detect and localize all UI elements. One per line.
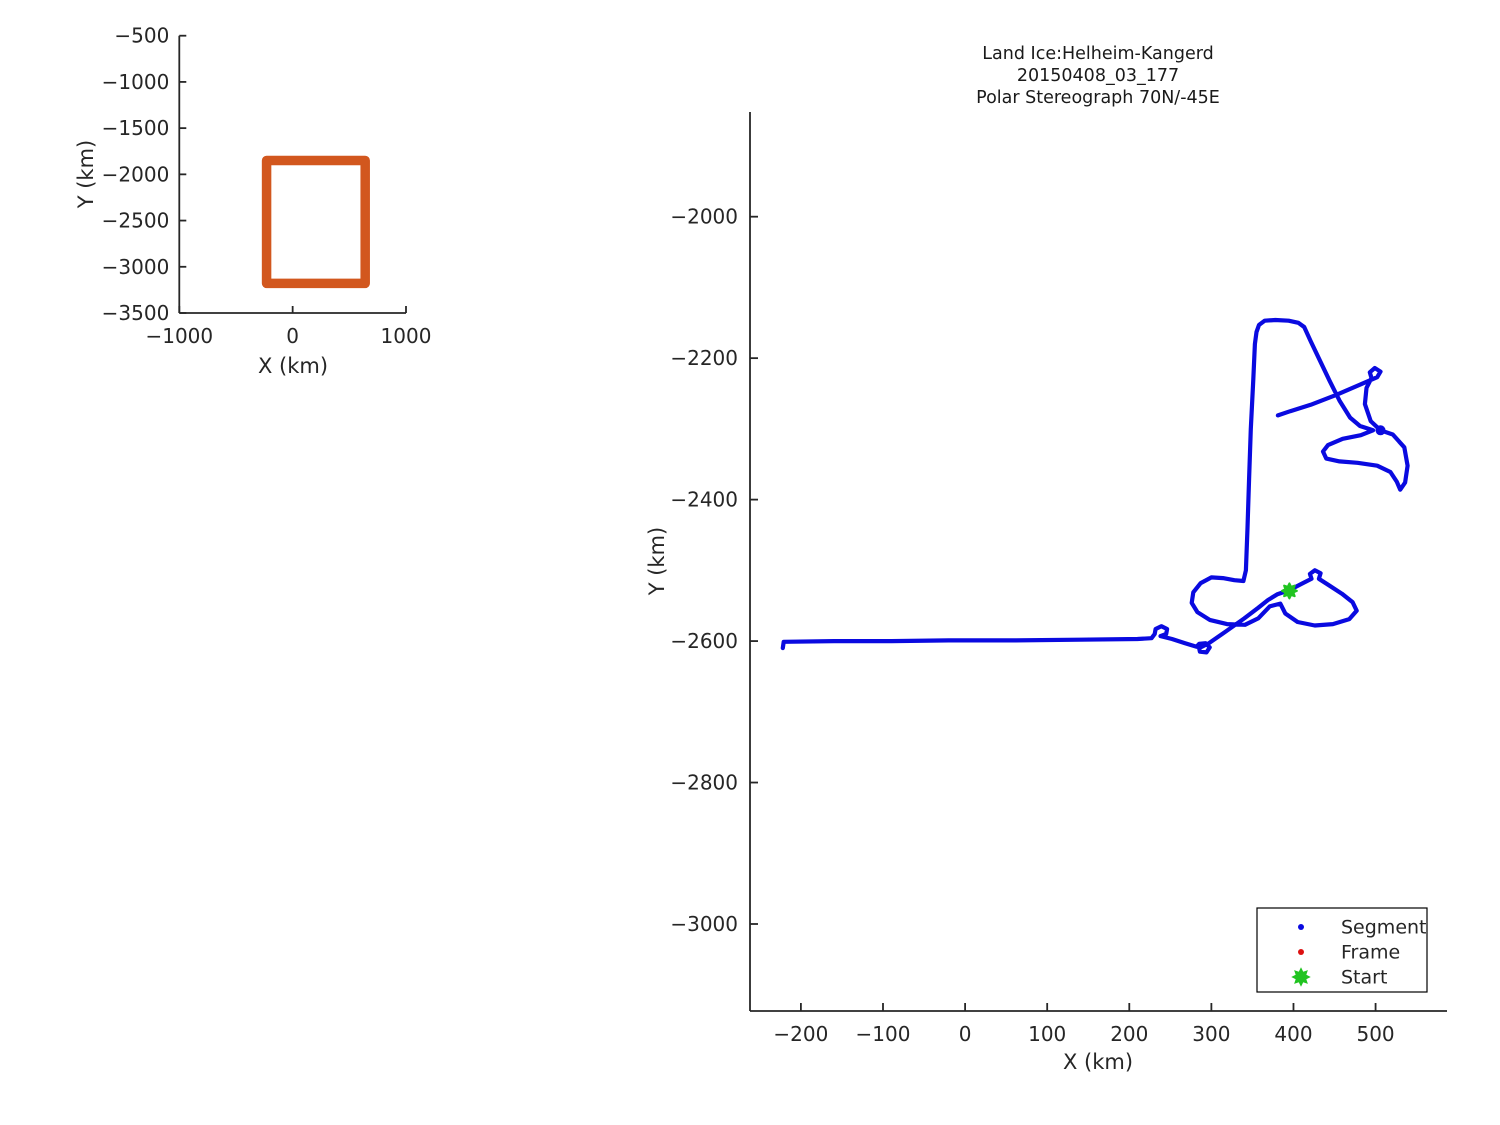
overview-x-tick-label: −1000 xyxy=(145,324,213,348)
legend-start-marker xyxy=(1291,967,1311,987)
legend-entry-label: Segment xyxy=(1341,917,1427,939)
main-x-tick-label: −200 xyxy=(773,1022,828,1046)
overview-yaxis-label: Y (km) xyxy=(74,139,98,209)
overview-y-tick-label: −3500 xyxy=(102,301,170,325)
legend-entry-label: Frame xyxy=(1341,942,1400,964)
main-yaxis-label: Y (km) xyxy=(645,526,669,596)
main-y-tick-label: −2000 xyxy=(670,205,738,229)
title-line-3: Polar Stereograph 70N/-45E xyxy=(976,88,1220,108)
main-x-tick-label: −100 xyxy=(856,1022,911,1046)
overview-x-tick-label: 1000 xyxy=(381,324,432,348)
overview-y-tick-label: −2000 xyxy=(102,162,170,186)
main-y-tick-label: −2200 xyxy=(670,346,738,370)
main-x-tick-label: 200 xyxy=(1110,1022,1148,1046)
legend-entry-label: Start xyxy=(1341,967,1387,989)
segment-track xyxy=(780,317,1410,655)
legend-segment-marker xyxy=(1298,924,1304,930)
title-line-2: 20150408_03_177 xyxy=(1016,66,1180,86)
overview-y-tick-label: −3000 xyxy=(102,255,170,279)
overview-xaxis-label: X (km) xyxy=(257,354,329,378)
overview-y-tick-label: −2500 xyxy=(102,209,170,233)
overview-y-tick-label: −1000 xyxy=(102,70,170,94)
coverage-box xyxy=(261,155,370,289)
title-line-1: Land Ice:Helheim-Kangerd xyxy=(982,44,1214,64)
main-y-tick-label: −2600 xyxy=(670,629,738,653)
overview-y-tick-label: −500 xyxy=(114,24,169,48)
main-plot-title: Land Ice:Helheim-Kangerd 20150408_03_177… xyxy=(898,43,1298,109)
main-x-tick-label: 300 xyxy=(1192,1022,1230,1046)
legend-frame-marker xyxy=(1298,949,1304,955)
main-x-tick-label: 0 xyxy=(959,1022,972,1046)
legend-box xyxy=(1256,907,1428,993)
main-x-tick-label: 400 xyxy=(1274,1022,1312,1046)
main-y-tick-label: −3000 xyxy=(670,912,738,936)
start-marker xyxy=(1280,582,1298,600)
overview-x-tick-label: 0 xyxy=(286,324,299,348)
main-y-tick-label: −2800 xyxy=(670,771,738,795)
main-xaxis-label: X (km) xyxy=(1062,1050,1134,1074)
track-junction-dot xyxy=(1375,425,1386,436)
main-x-tick-label: 100 xyxy=(1028,1022,1066,1046)
overview-y-tick-label: −1500 xyxy=(102,116,170,140)
main-y-tick-label: −2400 xyxy=(670,488,738,512)
main-x-tick-label: 500 xyxy=(1356,1022,1394,1046)
